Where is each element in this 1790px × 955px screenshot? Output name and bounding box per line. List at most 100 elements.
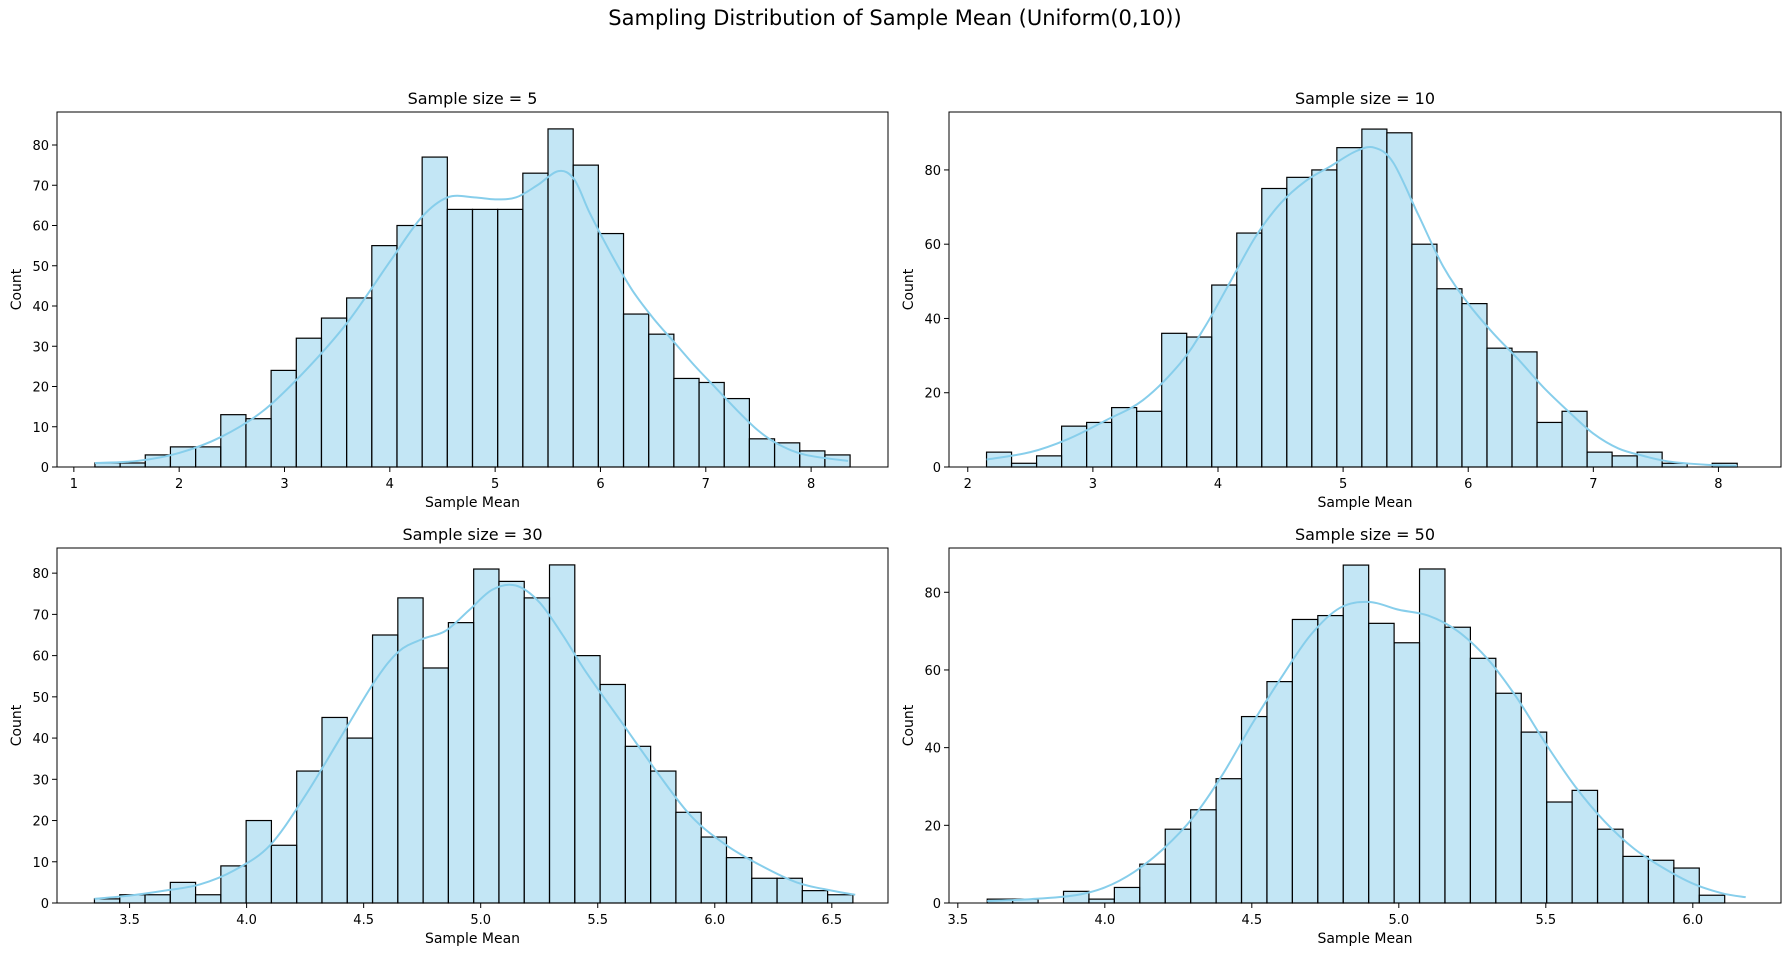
histogram-bar xyxy=(1411,243,1438,468)
histogram-bar xyxy=(1342,564,1370,904)
histogram-bar xyxy=(1336,147,1363,468)
histogram-bar xyxy=(1317,614,1344,904)
histogram-bar xyxy=(1469,657,1497,904)
histogram-bar xyxy=(1596,828,1624,904)
histogram-bar xyxy=(119,462,146,468)
histogram-bar xyxy=(1211,284,1238,468)
subplot-3: 3.5 4.0 4.5 5.0 5.5 6.0 6.5 0 10 20 30 40 50 60 70 80 Sa… xyxy=(9,525,889,947)
y-tick-label: 60 xyxy=(924,664,941,679)
histogram-bar xyxy=(371,245,398,468)
histogram-bar xyxy=(220,414,247,468)
histogram-bar xyxy=(1261,187,1288,468)
histogram-bar xyxy=(773,442,801,468)
subplot-4: 3.5 4.0 4.5 5.0 5.5 6.0 0 20 40 60 80 Sample size =… xyxy=(901,525,1782,947)
histogram-bar xyxy=(801,890,829,904)
y-axis-label: Count xyxy=(9,704,25,746)
y-tick-label: 10 xyxy=(32,856,49,871)
histogram-bar xyxy=(1546,801,1573,904)
x-tick-label: 1 xyxy=(70,477,78,492)
histogram-bar xyxy=(1536,421,1563,468)
y-tick-label: 70 xyxy=(32,179,49,194)
histogram-bar xyxy=(295,337,323,468)
subplot-title: Sample size = 5 xyxy=(408,89,538,108)
histogram-bar xyxy=(523,597,551,904)
y-tick-label: 30 xyxy=(32,340,49,355)
y-tick-label: 20 xyxy=(32,815,49,830)
histogram-bar xyxy=(827,894,854,904)
x-tick-label: 3.5 xyxy=(119,913,140,928)
histogram-bar xyxy=(1486,347,1513,468)
histogram-bar xyxy=(1611,455,1638,468)
y-tick-label: 60 xyxy=(32,650,49,665)
x-axis-label: Sample Mean xyxy=(425,931,520,947)
y-tick-label: 80 xyxy=(32,567,49,582)
axes-frame xyxy=(56,111,889,468)
histogram-bar xyxy=(748,438,776,468)
histogram-bar xyxy=(320,317,348,468)
x-tick-label: 2 xyxy=(175,477,183,492)
histogram-bar xyxy=(471,208,499,468)
y-tick-label: 70 xyxy=(32,608,49,623)
histogram-bar xyxy=(648,333,675,468)
histogram-bar xyxy=(1139,863,1166,904)
axes-frame xyxy=(948,547,1782,904)
x-tick-label: 4.0 xyxy=(236,913,257,928)
x-tick-label: 5.5 xyxy=(587,913,608,928)
y-axis-label: Count xyxy=(901,268,917,310)
histogram-bar xyxy=(1698,894,1726,904)
histogram-bar xyxy=(675,811,702,904)
y-tick-label: 20 xyxy=(32,381,49,396)
histogram-bar xyxy=(195,446,222,468)
histogram-bar xyxy=(446,208,474,468)
x-tick-label: 4 xyxy=(1214,477,1222,492)
histogram-bar xyxy=(421,156,448,468)
histogram-bar xyxy=(574,655,601,904)
x-tick-label: 4.0 xyxy=(1094,913,1115,928)
histogram-bar xyxy=(1186,336,1213,468)
y-tick-label: 80 xyxy=(924,164,941,179)
histogram-bar xyxy=(522,172,549,468)
histogram-bar xyxy=(1215,778,1243,904)
histogram-bar xyxy=(1393,642,1421,904)
y-tick-label: 40 xyxy=(924,742,941,757)
histogram-bar xyxy=(1113,886,1141,904)
histogram-bar xyxy=(1136,410,1163,468)
kde-curve xyxy=(987,600,1746,903)
x-tick-label: 4.5 xyxy=(353,913,374,928)
histogram-bar xyxy=(1286,176,1313,468)
histogram-bar xyxy=(270,369,297,468)
histogram-bar xyxy=(1520,731,1548,904)
histogram-bar xyxy=(698,381,725,468)
histogram-bar xyxy=(599,683,626,904)
x-tick-label: 7 xyxy=(702,477,710,492)
x-tick-label: 5 xyxy=(491,477,499,492)
histogram-bar xyxy=(1511,351,1538,468)
subplot-title: Sample size = 30 xyxy=(402,525,542,544)
histogram-bar xyxy=(547,128,574,468)
x-tick-label: 6.5 xyxy=(821,913,842,928)
figure-title: Sampling Distribution of Sample Mean (Un… xyxy=(608,6,1182,30)
kde-curve xyxy=(94,169,849,464)
histogram-bar xyxy=(422,667,449,904)
histogram-bar xyxy=(245,418,272,468)
histogram-bar xyxy=(1010,462,1038,468)
histogram-bar xyxy=(1088,898,1115,904)
histogram-bar xyxy=(1291,618,1319,904)
histogram-bar xyxy=(1495,692,1522,904)
histogram-bar xyxy=(1035,455,1063,468)
x-tick-label: 8 xyxy=(807,477,815,492)
y-tick-label: 40 xyxy=(32,732,49,747)
histogram-bar xyxy=(346,737,374,904)
y-tick-label: 0 xyxy=(41,461,49,476)
y-tick-label: 10 xyxy=(32,421,49,436)
histogram-bar xyxy=(1386,132,1413,468)
y-tick-label: 40 xyxy=(32,300,49,315)
axes-frame xyxy=(948,111,1782,468)
x-tick-label: 6 xyxy=(596,477,604,492)
x-tick-label: 7 xyxy=(1589,477,1597,492)
histogram-bar xyxy=(572,164,599,468)
histogram-bar xyxy=(624,745,652,904)
